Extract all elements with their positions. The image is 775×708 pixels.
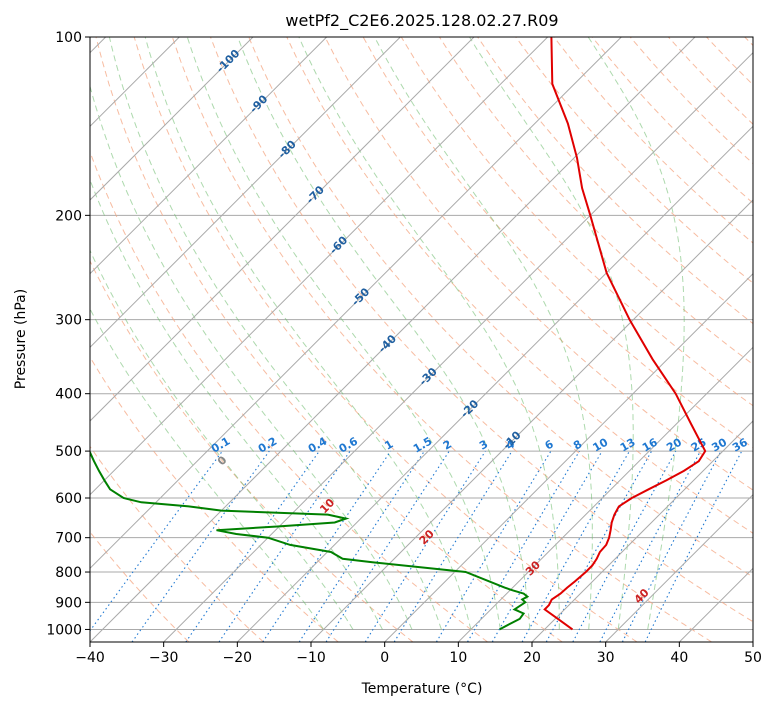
x-axis-ticks: −40 −30 −20 −10 0 10 20 30 40 50 (75, 642, 762, 666)
isotherm-line (90, 37, 549, 496)
dry-adiabat-line (286, 37, 753, 534)
y-tick-label: 900 (55, 595, 82, 611)
isotherm-line (90, 37, 328, 275)
isotherm-line (90, 37, 622, 570)
chart-title: wetPf2_C2E6.2025.128.02.27.R09 (285, 11, 558, 31)
mixing-ratio-line (262, 450, 392, 642)
isotherm-line (90, 37, 401, 349)
x-tick-label: −10 (296, 650, 326, 666)
mixing-ratio-line (364, 450, 486, 642)
y-tick-label: 300 (55, 313, 82, 329)
x-tick-label: 50 (744, 650, 762, 666)
x-tick-label: −20 (223, 650, 253, 666)
y-tick-label: 1000 (46, 622, 82, 638)
moist-adiabat-line (108, 37, 442, 630)
dry-adiabat-line (133, 37, 638, 642)
isotherms (90, 37, 753, 642)
isotherm-line (457, 346, 753, 642)
pressure-gridlines (90, 37, 753, 630)
mixing-ratio-lines (90, 450, 743, 642)
temperature-profile-line (543, 37, 707, 631)
isotherm-line (605, 493, 753, 642)
y-tick-label: 800 (55, 565, 82, 581)
dry-adiabat-line (90, 445, 264, 642)
x-tick-label: 40 (670, 650, 688, 666)
moist-adiabat-line (374, 37, 593, 630)
mixing-ratio-line (435, 450, 552, 642)
moist-adiabat-line (587, 37, 685, 630)
y-tick-label: 600 (55, 491, 82, 507)
x-tick-label: −30 (149, 650, 179, 666)
x-tick-label: 0 (380, 650, 389, 666)
dry-adiabat-line (171, 37, 712, 642)
isotherm-line (531, 420, 753, 642)
moist-adiabat-line (237, 37, 531, 630)
plot-area: 0.1 0.2 0.4 0.6 1 1.5 2 3 4 6 8 10 13 16 20 25 30 36-100-… (90, 37, 753, 642)
x-axis-title: Temperature (°C) (361, 681, 483, 697)
y-tick-label: 500 (55, 444, 82, 460)
moist-adiabat-line (469, 37, 634, 630)
x-tick-label: 10 (449, 650, 467, 666)
mixing-ratio-line (185, 450, 320, 642)
isotherm-line (384, 272, 753, 642)
moist-adiabat-line (90, 308, 324, 630)
isotherm-line (163, 51, 753, 642)
dry-adiabat-line (90, 259, 414, 642)
x-tick-label: −40 (75, 650, 105, 666)
isotherm-line (310, 199, 753, 642)
moist-adiabat-line (186, 37, 501, 630)
plot-frame (89, 36, 754, 643)
moist-adiabat-line (298, 37, 560, 630)
mixing-ratio-line (298, 450, 425, 642)
isotherm-line (90, 37, 696, 642)
y-tick-label: 200 (55, 208, 82, 224)
mixing-ratio-line (572, 450, 677, 642)
isotherm-line (90, 37, 254, 201)
mixing-ratio-line (467, 450, 580, 642)
x-tick-label: 30 (597, 650, 615, 666)
mixing-ratio-line (599, 450, 701, 642)
isotherm-line (236, 125, 753, 642)
dry-adiabat-line (248, 37, 753, 578)
dry-adiabat-line (324, 37, 753, 491)
mixing-ratio-line (325, 450, 450, 642)
moist-adiabat-line (90, 84, 413, 630)
dry-adiabat-line (95, 37, 563, 642)
y-tick-label: 400 (55, 387, 82, 403)
dewpoint-profile-line (90, 449, 530, 631)
dry-adiabat-line (515, 37, 753, 284)
moist-adiabat-line (90, 249, 354, 630)
moist-adiabats (90, 37, 685, 630)
isotherm-line (90, 37, 475, 422)
sounding-profiles (90, 37, 707, 631)
y-axis-ticks: 100 200 300 400 500 600 700 800 900 1000 (46, 30, 90, 638)
y-tick-label: 700 (55, 531, 82, 547)
y-tick-label: 100 (55, 30, 82, 46)
moist-adiabat-line (144, 37, 472, 630)
dry-adiabat-line (210, 37, 753, 623)
y-axis-title: Pressure (hPa) (13, 289, 29, 389)
x-tick-label: 20 (523, 650, 541, 666)
mixing-ratio-line (218, 450, 351, 642)
